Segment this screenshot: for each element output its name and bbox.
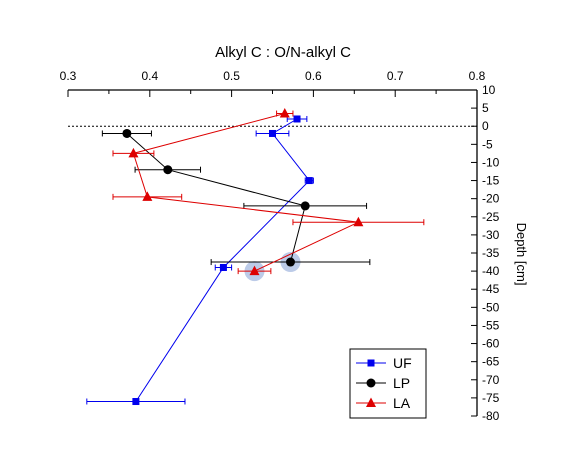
data-point (249, 265, 260, 276)
data-point (285, 257, 295, 267)
data-point (353, 216, 364, 227)
data-point (300, 201, 310, 211)
y-tick-label: -40 (482, 264, 500, 278)
x-tick-label: 0.4 (141, 69, 158, 83)
y-tick-label: -45 (482, 282, 500, 296)
chart-title: Alkyl C : O/N-alkyl C (215, 44, 351, 61)
axes-layer: 0.3 0.4 0.5 0.6 0.7 0.810 5 0 -5 -10 -15 -20 -25 -30 -… (60, 69, 500, 423)
y-tick-label: 0 (482, 119, 489, 133)
x-tick-label: 0.5 (223, 69, 240, 83)
data-point (293, 115, 301, 123)
data-point (132, 398, 140, 406)
data-point (142, 191, 153, 201)
y-tick-label: -5 (482, 137, 493, 151)
data-point (279, 108, 290, 118)
data-point (163, 165, 173, 175)
legend: UF LP LA (349, 348, 427, 419)
x-tick-label: 0.6 (305, 69, 322, 83)
legend-marker (366, 397, 376, 407)
data-point (269, 129, 276, 137)
series-lp (101, 128, 371, 267)
legend-marker (367, 359, 375, 367)
y-tick-label: -30 (482, 228, 500, 242)
y-tick-label: -65 (482, 355, 500, 369)
y-tick-label: -25 (482, 210, 500, 224)
series-uf (86, 115, 314, 406)
y-tick-label: 10 (482, 83, 496, 97)
y-tick-label: -20 (482, 192, 500, 206)
y-tick-label: -80 (482, 409, 500, 423)
series-line (132, 113, 361, 272)
y-tick-label: -60 (482, 337, 500, 351)
y-tick-label: -15 (482, 174, 500, 188)
data-point (128, 147, 139, 158)
series-line (126, 133, 306, 263)
x-tick-label: 0.7 (387, 69, 404, 83)
legend-label: LA (393, 395, 411, 411)
legend-label: UF (393, 355, 412, 371)
y-tick-label: -75 (482, 391, 500, 405)
legend-label: LP (393, 375, 410, 391)
data-point (122, 128, 132, 138)
x-tick-label: 0.3 (60, 69, 77, 83)
y-tick-label: -10 (482, 155, 500, 169)
data-point (305, 177, 313, 185)
y-tick-label: -70 (482, 373, 500, 387)
series-layer (86, 108, 425, 406)
y-tick-label: -35 (482, 246, 500, 260)
y-axis-label: Depth [cm] (514, 223, 529, 286)
y-tick-label: 5 (482, 101, 489, 115)
y-tick-label: -50 (482, 300, 500, 314)
series-la (112, 108, 425, 276)
y-tick-label: -55 (482, 318, 500, 332)
legend-marker (366, 378, 376, 388)
data-point (219, 263, 227, 271)
x-tick-label: 0.8 (469, 69, 486, 83)
